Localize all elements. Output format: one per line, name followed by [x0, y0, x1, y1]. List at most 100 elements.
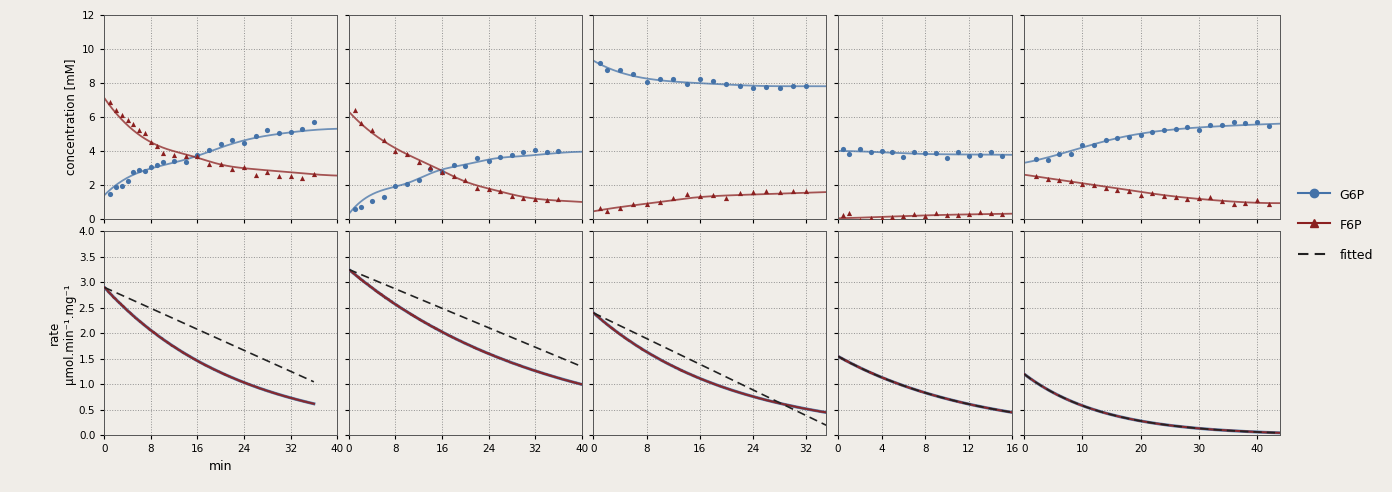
Point	[969, 208, 991, 216]
Point	[636, 200, 658, 208]
Point	[1025, 172, 1047, 180]
Point	[689, 192, 711, 200]
Point	[454, 176, 476, 184]
Point	[198, 147, 220, 154]
Point	[1257, 122, 1279, 130]
Point	[512, 148, 535, 156]
Point	[1048, 176, 1070, 184]
Point	[768, 188, 791, 196]
Point	[1141, 189, 1164, 197]
Point	[596, 66, 618, 74]
Point	[419, 163, 441, 171]
Point	[881, 213, 903, 221]
Point	[768, 84, 791, 92]
Point	[715, 80, 738, 88]
Point	[881, 148, 903, 156]
Point	[187, 152, 209, 159]
Point	[302, 118, 324, 125]
Point	[361, 197, 383, 205]
Point	[139, 138, 161, 146]
Point	[903, 149, 926, 156]
Point	[589, 204, 611, 212]
Point	[267, 173, 290, 181]
Point	[1083, 141, 1105, 149]
Point	[361, 126, 383, 134]
Point	[117, 116, 139, 123]
Point	[1211, 122, 1233, 129]
Point	[838, 150, 860, 158]
Point	[523, 146, 546, 154]
Point	[344, 106, 366, 114]
Point	[1037, 156, 1059, 164]
Point	[702, 77, 724, 85]
Point	[1246, 119, 1268, 126]
Point	[408, 176, 430, 184]
Point	[742, 188, 764, 196]
Point	[146, 142, 168, 150]
Point	[547, 148, 569, 155]
Point	[935, 211, 958, 219]
Point	[291, 125, 313, 133]
Point	[302, 170, 324, 178]
Point	[849, 216, 871, 224]
Point	[443, 161, 465, 169]
Point	[432, 168, 454, 176]
Point	[728, 189, 750, 197]
Point	[636, 78, 658, 86]
Point	[373, 193, 395, 201]
Point	[547, 195, 569, 203]
Point	[1246, 196, 1268, 204]
Point	[419, 165, 441, 173]
Point	[980, 148, 1002, 156]
Point	[795, 82, 817, 90]
Point	[175, 152, 198, 160]
Point	[187, 153, 209, 160]
Point	[152, 158, 174, 166]
Point	[1176, 195, 1199, 203]
Point	[128, 166, 150, 174]
Point	[1200, 193, 1222, 201]
Point	[663, 194, 685, 202]
Point	[1025, 154, 1047, 162]
Point	[245, 171, 267, 179]
Point	[596, 207, 618, 215]
Point	[134, 129, 156, 137]
Point	[373, 136, 395, 144]
Point	[163, 151, 185, 159]
Point	[267, 129, 290, 137]
Point	[395, 150, 418, 158]
Point	[649, 198, 671, 206]
Point	[926, 149, 948, 157]
Point	[1211, 197, 1233, 205]
Point	[958, 210, 980, 218]
Point	[1094, 184, 1116, 192]
Point	[344, 206, 366, 214]
Point	[232, 163, 255, 171]
Point	[384, 182, 406, 190]
Point	[926, 209, 948, 216]
Point	[756, 187, 778, 195]
Point	[1107, 134, 1129, 142]
Point	[408, 158, 430, 166]
Point	[892, 212, 915, 220]
Point	[702, 191, 724, 199]
Point	[1129, 191, 1151, 199]
Point	[477, 157, 500, 165]
Point	[1222, 200, 1244, 208]
Point	[489, 187, 511, 195]
Point	[536, 196, 558, 204]
Point	[489, 153, 511, 160]
Point	[117, 177, 139, 185]
Point	[1141, 128, 1164, 136]
Point	[466, 154, 489, 162]
Point	[608, 205, 631, 213]
Point	[1153, 192, 1175, 200]
Point	[1222, 118, 1244, 126]
Point	[838, 209, 860, 216]
Point	[134, 167, 156, 175]
Point	[175, 158, 198, 166]
Point	[280, 172, 302, 180]
Point	[742, 85, 764, 92]
Y-axis label: concentration [mM]: concentration [mM]	[64, 59, 77, 175]
Point	[349, 119, 372, 127]
